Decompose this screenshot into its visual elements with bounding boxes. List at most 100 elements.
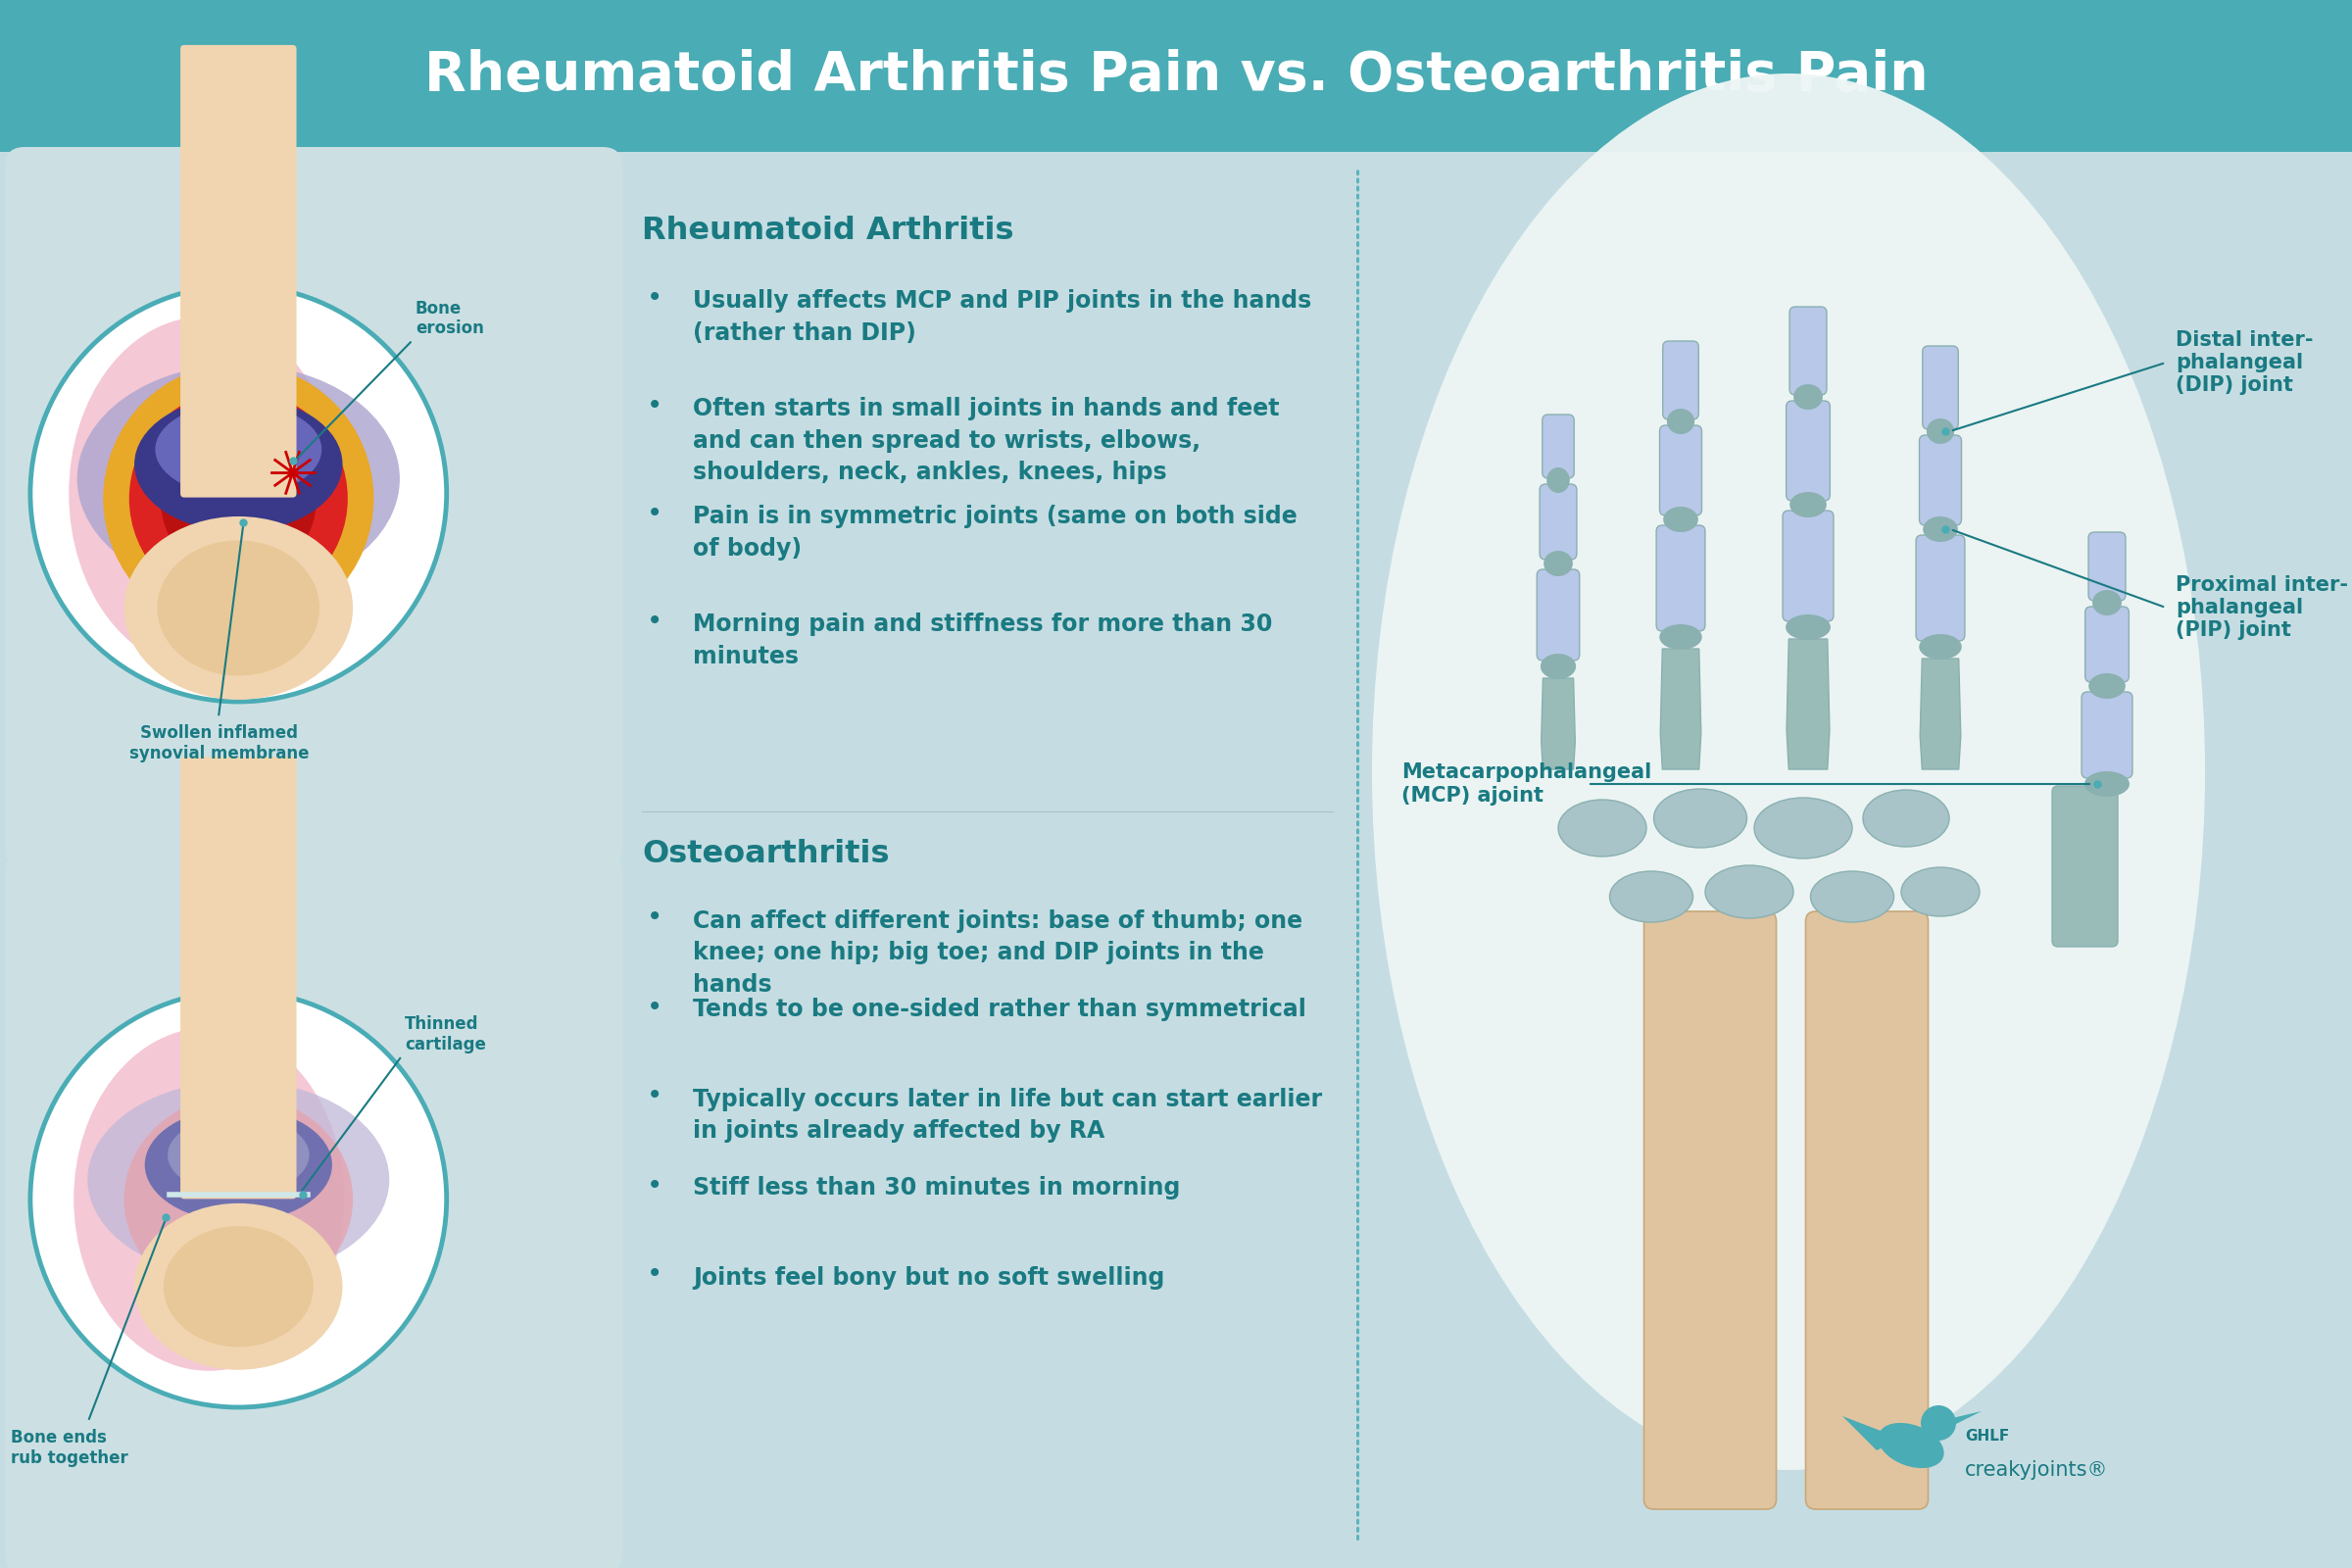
Ellipse shape — [103, 364, 374, 633]
Text: •: • — [647, 905, 663, 931]
PathPatch shape — [1788, 640, 1830, 770]
Text: Tends to be one-sided rather than symmetrical: Tends to be one-sided rather than symmet… — [694, 999, 1305, 1022]
Ellipse shape — [1661, 624, 1703, 649]
FancyBboxPatch shape — [1543, 414, 1573, 478]
FancyBboxPatch shape — [181, 45, 296, 497]
Text: Metacarpophalangeal
(MCP) ajoint: Metacarpophalangeal (MCP) ajoint — [1402, 762, 1651, 806]
PathPatch shape — [1919, 659, 1962, 770]
Ellipse shape — [78, 364, 400, 593]
Text: Morning pain and stiffness for more than 30
minutes: Morning pain and stiffness for more than… — [694, 613, 1272, 668]
Ellipse shape — [73, 1027, 343, 1370]
FancyBboxPatch shape — [1663, 342, 1698, 419]
Ellipse shape — [2084, 771, 2129, 797]
Text: •: • — [647, 993, 663, 1021]
Text: Typically occurs later in life but can start earlier
in joints already affected : Typically occurs later in life but can s… — [694, 1087, 1322, 1143]
Circle shape — [31, 991, 447, 1408]
Ellipse shape — [1811, 872, 1893, 922]
FancyBboxPatch shape — [1806, 911, 1929, 1508]
Ellipse shape — [1543, 550, 1573, 575]
Ellipse shape — [1668, 409, 1693, 434]
Ellipse shape — [160, 417, 318, 580]
FancyBboxPatch shape — [181, 757, 296, 1200]
Text: •: • — [647, 1171, 663, 1200]
Text: •: • — [647, 284, 663, 312]
Ellipse shape — [1609, 872, 1693, 922]
Ellipse shape — [1548, 467, 1569, 492]
Text: •: • — [647, 1082, 663, 1110]
Circle shape — [31, 285, 447, 702]
Text: Bone ends
rub together: Bone ends rub together — [12, 1428, 127, 1466]
Text: Osteoarthritis: Osteoarthritis — [642, 839, 889, 869]
Text: Bone
erosion: Bone erosion — [416, 299, 485, 337]
FancyBboxPatch shape — [1541, 485, 1576, 560]
Ellipse shape — [1663, 506, 1698, 532]
PathPatch shape — [1541, 677, 1576, 770]
Text: Swollen inflamed
synovial membrane: Swollen inflamed synovial membrane — [129, 724, 308, 762]
Ellipse shape — [158, 541, 320, 676]
PathPatch shape — [1661, 649, 1700, 770]
FancyBboxPatch shape — [2082, 691, 2133, 778]
Ellipse shape — [1785, 615, 1830, 640]
Ellipse shape — [1541, 654, 1576, 679]
Ellipse shape — [134, 1203, 343, 1370]
FancyBboxPatch shape — [0, 0, 2352, 152]
Polygon shape — [1842, 1416, 1900, 1450]
Ellipse shape — [1926, 419, 1955, 444]
Text: Distal inter-
phalangeal
(DIP) joint: Distal inter- phalangeal (DIP) joint — [2176, 329, 2314, 395]
Text: •: • — [647, 1261, 663, 1289]
Ellipse shape — [146, 1107, 332, 1221]
Text: Can affect different joints: base of thumb; one
knee; one hip; big toe; and DIP : Can affect different joints: base of thu… — [694, 909, 1303, 996]
Ellipse shape — [1877, 1422, 1945, 1468]
FancyBboxPatch shape — [2086, 607, 2129, 682]
Ellipse shape — [1863, 790, 1950, 847]
FancyBboxPatch shape — [1661, 425, 1703, 516]
Text: Thinned
cartilage: Thinned cartilage — [405, 1016, 487, 1054]
Ellipse shape — [155, 403, 322, 495]
Text: Stiff less than 30 minutes in morning: Stiff less than 30 minutes in morning — [694, 1176, 1181, 1200]
Ellipse shape — [2093, 590, 2122, 615]
Text: Often starts in small joints in hands and feet
and can then spread to wrists, el: Often starts in small joints in hands an… — [694, 397, 1279, 485]
Ellipse shape — [134, 397, 343, 532]
Text: Pain is in symmetric joints (same on both side
of body): Pain is in symmetric joints (same on bot… — [694, 505, 1298, 560]
Text: creakyjoints®: creakyjoints® — [1964, 1460, 2107, 1480]
FancyBboxPatch shape — [1785, 401, 1830, 500]
FancyBboxPatch shape — [5, 147, 623, 867]
Text: GHLF: GHLF — [1964, 1428, 2009, 1443]
Ellipse shape — [165, 1226, 313, 1347]
Ellipse shape — [1924, 516, 1957, 543]
Text: •: • — [647, 392, 663, 419]
Ellipse shape — [68, 317, 339, 671]
Ellipse shape — [1755, 798, 1853, 859]
FancyBboxPatch shape — [5, 853, 623, 1568]
FancyBboxPatch shape — [1917, 535, 1964, 641]
Ellipse shape — [125, 1094, 353, 1303]
Ellipse shape — [1795, 384, 1823, 409]
Ellipse shape — [1790, 492, 1828, 517]
Ellipse shape — [129, 389, 348, 608]
Ellipse shape — [2089, 673, 2126, 699]
Text: Proximal inter-
phalangeal
(PIP) joint: Proximal inter- phalangeal (PIP) joint — [2176, 575, 2347, 640]
Text: Usually affects MCP and PIP joints in the hands
(rather than DIP): Usually affects MCP and PIP joints in th… — [694, 289, 1312, 345]
FancyBboxPatch shape — [1536, 569, 1581, 660]
Polygon shape — [1947, 1411, 1980, 1427]
Text: •: • — [647, 608, 663, 635]
Ellipse shape — [1919, 633, 1962, 660]
FancyBboxPatch shape — [1790, 307, 1828, 395]
FancyBboxPatch shape — [2051, 786, 2117, 947]
Ellipse shape — [1705, 866, 1792, 919]
Ellipse shape — [125, 516, 353, 699]
Ellipse shape — [1900, 867, 1980, 916]
FancyBboxPatch shape — [2089, 532, 2126, 601]
FancyBboxPatch shape — [1644, 911, 1776, 1508]
Text: •: • — [647, 500, 663, 527]
Ellipse shape — [1371, 74, 2206, 1471]
Circle shape — [1922, 1405, 1957, 1441]
FancyBboxPatch shape — [1919, 436, 1962, 525]
FancyBboxPatch shape — [1783, 511, 1835, 621]
Ellipse shape — [1557, 800, 1646, 856]
Text: Rheumatoid Arthritis Pain vs. Osteoarthritis Pain: Rheumatoid Arthritis Pain vs. Osteoarthr… — [423, 50, 1929, 102]
FancyBboxPatch shape — [1922, 347, 1959, 430]
Ellipse shape — [167, 1115, 308, 1195]
Text: Rheumatoid Arthritis: Rheumatoid Arthritis — [642, 215, 1014, 246]
Text: Joints feel bony but no soft swelling: Joints feel bony but no soft swelling — [694, 1265, 1164, 1289]
